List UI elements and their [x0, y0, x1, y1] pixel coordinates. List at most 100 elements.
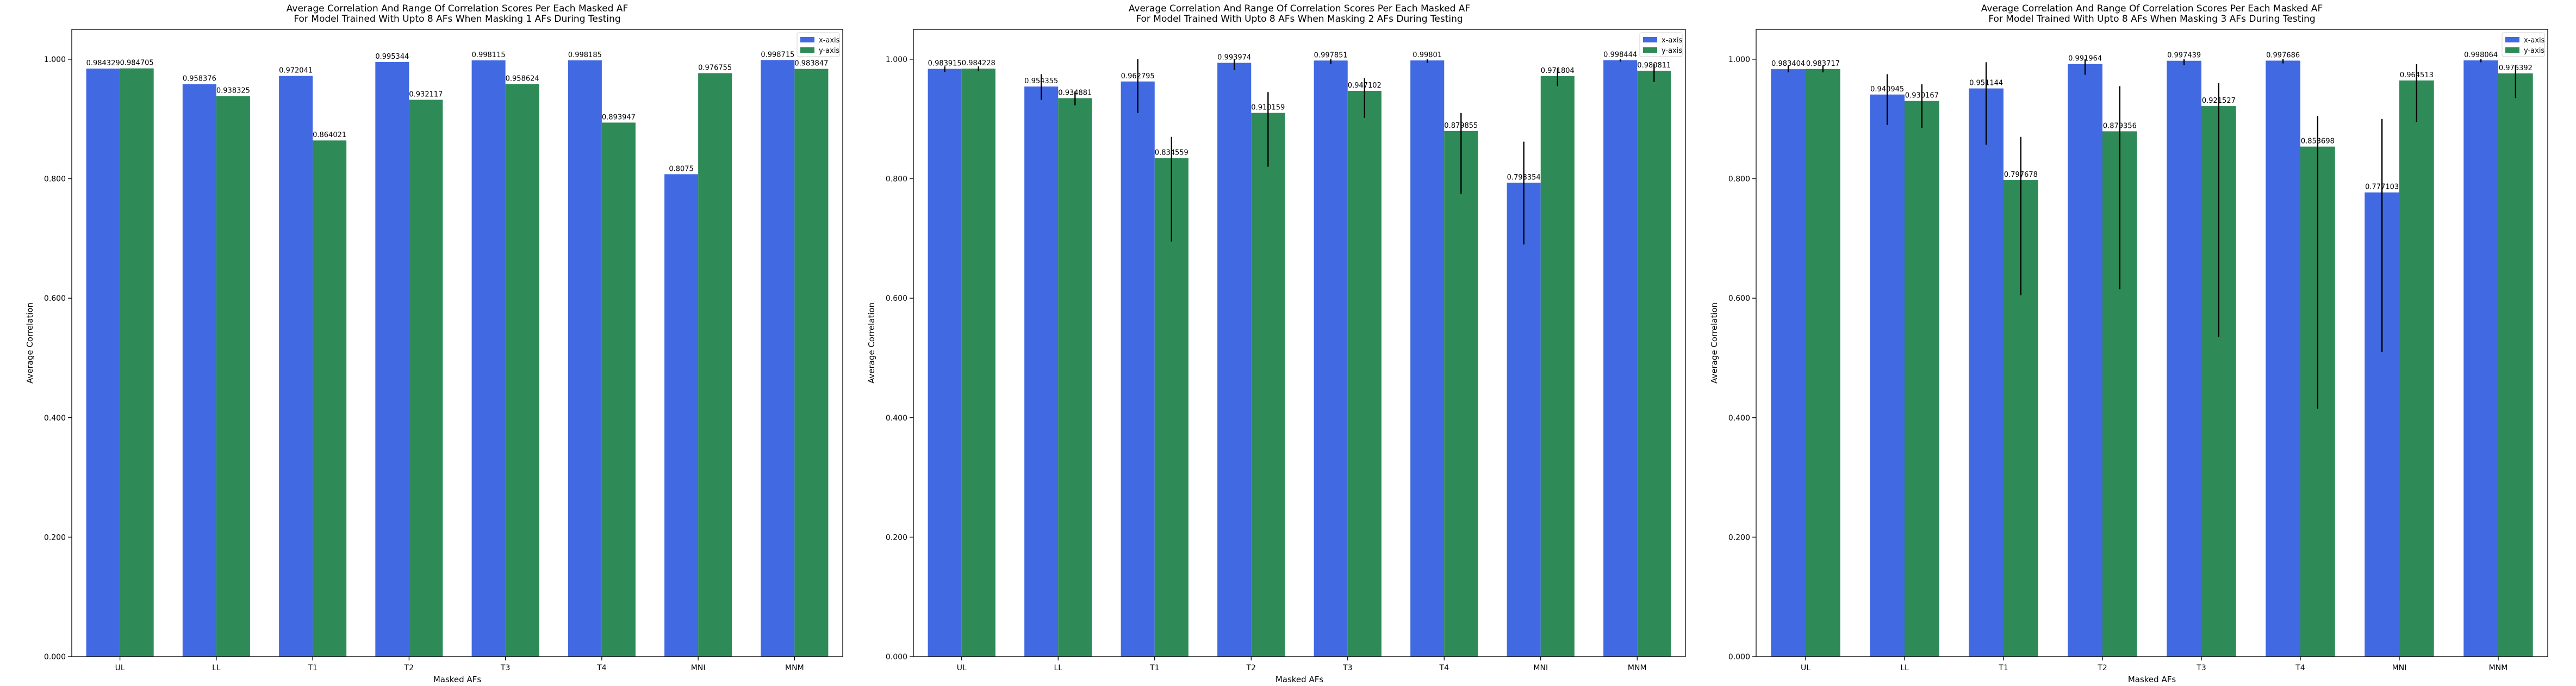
bar-x-axis-LL: [1024, 86, 1059, 657]
data-label: 0.879855: [1444, 122, 1478, 130]
legend-swatch: [1643, 47, 1657, 53]
axes-frame: [71, 29, 843, 657]
y-tick-label: 0.400: [1728, 414, 1750, 423]
bar-x-axis-T2: [1217, 63, 1252, 657]
data-label: 0.954355: [1024, 77, 1058, 85]
bar-y-axis-MNI: [698, 73, 732, 657]
bar-x-axis-LL: [182, 84, 216, 657]
bar-y-axis-T3: [505, 84, 539, 657]
data-label: 0.958624: [506, 75, 539, 83]
x-tick-label: T2: [2097, 664, 2107, 672]
y-tick-label: 0.000: [1728, 653, 1750, 662]
x-tick-label: UL: [115, 664, 125, 672]
data-label: 0.991964: [2068, 55, 2102, 63]
y-tick-label: 0.800: [44, 175, 66, 184]
legend-swatch: [2505, 47, 2519, 53]
legend-label: x-axis: [1662, 36, 1683, 45]
data-label: 0.984329: [86, 59, 120, 67]
data-label: 0.853698: [2301, 138, 2335, 146]
data-label: 0.99801: [1413, 51, 1442, 59]
data-label: 0.932117: [409, 90, 443, 98]
x-tick-label: T1: [1149, 664, 1159, 672]
bar-x-axis-T3: [471, 60, 506, 657]
bar-x-axis-UL: [1771, 69, 1806, 657]
legend: x-axis y-axis: [797, 32, 840, 57]
y-axis-label: Average Correlation: [867, 302, 876, 384]
data-label: 0.971804: [1541, 67, 1575, 75]
data-label: 0.998115: [472, 51, 506, 59]
bar-y-axis-LL: [216, 96, 250, 657]
data-label: 0.998444: [1603, 51, 1637, 59]
x-tick-label: LL: [212, 664, 221, 672]
y-tick-label: 0.200: [44, 533, 66, 542]
x-tick-label: T1: [1998, 664, 2008, 672]
x-tick-label: T3: [1342, 664, 1352, 672]
bar-x-axis-T4: [1410, 60, 1445, 657]
bar-x-axis-T1: [1121, 81, 1155, 657]
data-label: 0.947102: [1348, 82, 1382, 90]
data-label: 0.984228: [962, 59, 995, 67]
data-label: 0.976392: [2499, 64, 2533, 72]
data-label: 0.8075: [669, 165, 694, 173]
bar-x-axis-T1: [279, 76, 313, 657]
bar-y-axis-LL: [1905, 101, 1939, 657]
legend-label: y-axis: [2524, 47, 2544, 55]
legend: x-axis y-axis: [2502, 32, 2545, 57]
x-tick-label: MNI: [691, 664, 706, 672]
chart-title-line: Average Correlation And Range Of Correla…: [1129, 3, 1470, 14]
y-tick-label: 1.000: [886, 55, 907, 64]
legend-label: y-axis: [819, 47, 839, 55]
bar-y-axis-T1: [313, 140, 347, 657]
data-label: 0.983847: [794, 60, 828, 68]
data-label: 0.976755: [698, 64, 732, 72]
legend: x-axis y-axis: [1639, 32, 1683, 57]
data-label: 0.793354: [1507, 174, 1541, 182]
y-tick-label: 0.600: [886, 294, 907, 303]
bar-x-axis-UL: [86, 69, 120, 657]
x-tick-label: MNM: [1628, 664, 1647, 672]
bar-y-axis-MNM: [794, 69, 829, 657]
legend-swatch: [800, 47, 814, 53]
x-tick-label: UL: [957, 664, 967, 672]
y-tick-label: 0.400: [44, 414, 66, 423]
y-tick-label: 0.200: [886, 533, 907, 542]
x-axis-label: Masked AFs: [1275, 675, 1324, 684]
bar-y-axis-MNI: [2399, 80, 2434, 657]
bar-x-axis-T4: [568, 60, 602, 657]
y-tick-label: 0.000: [44, 653, 66, 662]
x-tick-label: UL: [1801, 664, 1810, 672]
data-label: 0.995344: [375, 53, 409, 61]
legend-swatch: [1643, 37, 1657, 42]
bar-x-axis-MNI: [1507, 182, 1541, 657]
bar-x-axis-T1: [1969, 88, 2003, 657]
x-axis-label: Masked AFs: [2128, 675, 2176, 684]
bar-x-axis-UL: [928, 69, 962, 657]
data-label: 0.930167: [1905, 92, 1939, 100]
x-tick-label: T2: [1246, 664, 1256, 672]
y-tick-label: 0.200: [1728, 533, 1750, 542]
bar-x-axis-LL: [1870, 94, 1905, 657]
data-label: 0.998185: [568, 51, 602, 59]
bar-x-axis-MNM: [1603, 60, 1638, 657]
data-label: 0.938325: [216, 87, 250, 95]
bar-y-axis-UL: [1806, 69, 1840, 657]
data-label: 0.964513: [2400, 71, 2434, 79]
axes-frame: [1756, 29, 2548, 657]
data-label: 0.972041: [279, 67, 313, 75]
chart-panel-1: Average Correlation And Range Of Correla…: [25, 3, 843, 684]
x-tick-label: T1: [307, 664, 317, 672]
x-tick-label: LL: [1054, 664, 1062, 672]
data-label: 0.997686: [2266, 51, 2300, 59]
legend-swatch: [2505, 37, 2519, 42]
bar-y-axis-T2: [1251, 113, 1285, 657]
data-label: 0.997439: [2167, 52, 2201, 60]
legend-swatch: [800, 37, 814, 42]
data-label: 0.983717: [1806, 60, 1840, 68]
y-tick-label: 0.800: [1728, 175, 1750, 184]
axes-frame: [913, 29, 1686, 657]
bar-y-axis-T2: [409, 100, 443, 657]
data-label: 0.777103: [2365, 183, 2399, 191]
bar-x-axis-T3: [1314, 60, 1348, 657]
chart-panel-2: Average Correlation And Range Of Correla…: [867, 3, 1686, 684]
